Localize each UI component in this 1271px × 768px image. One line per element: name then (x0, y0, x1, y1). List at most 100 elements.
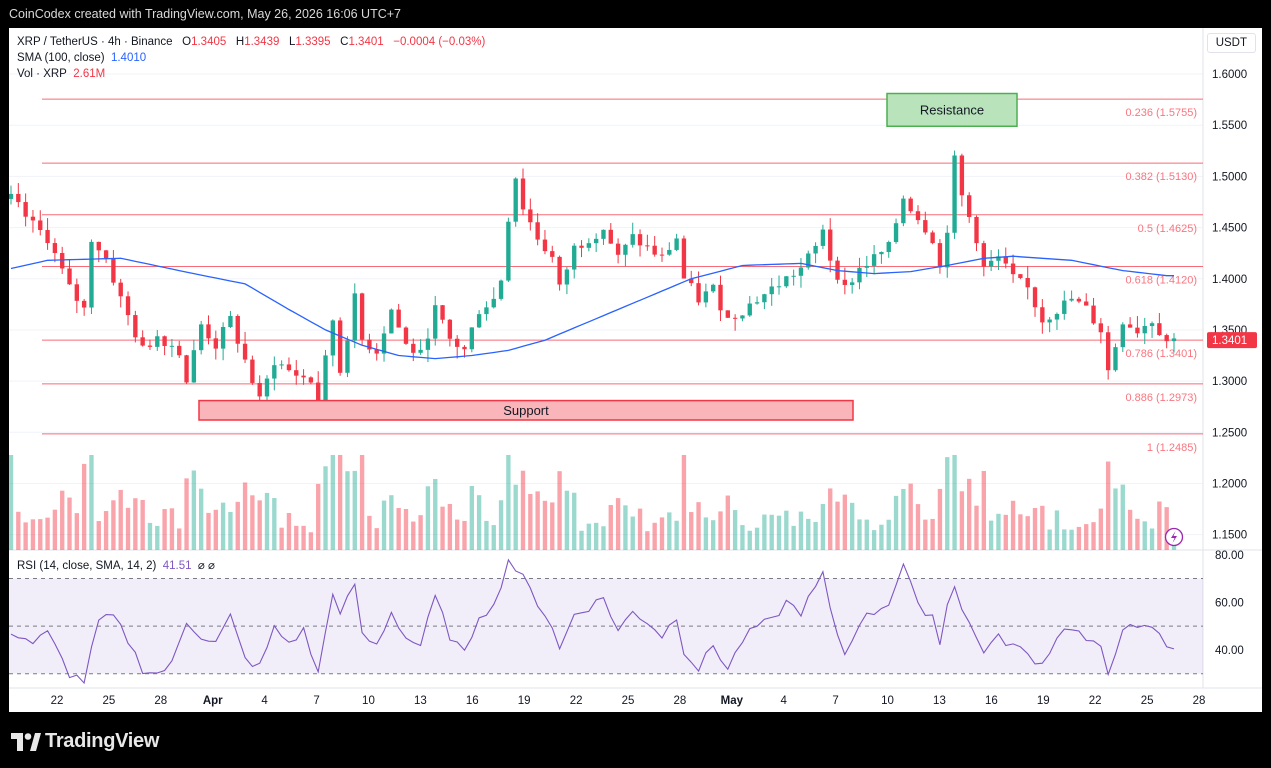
volume-bar (125, 507, 131, 550)
low-label: L (288, 36, 296, 48)
candle-body (374, 349, 379, 354)
candle (169, 339, 175, 358)
price-chart[interactable]: 0.236 (1.5755) 0.382 (1.5130) 0.5 (1.4625)… (9, 28, 1262, 712)
candle-body (849, 282, 855, 285)
volume-bar (257, 500, 262, 550)
candle-body (1105, 332, 1111, 371)
volume-bar (498, 500, 504, 550)
volume-bar (447, 503, 453, 550)
close-label: C (340, 36, 349, 48)
volume-bar (81, 463, 87, 550)
candle-body (528, 209, 533, 223)
candle (542, 229, 548, 255)
volume-bar (177, 528, 182, 550)
rsi-extra: ⌀ ⌀ (197, 560, 215, 572)
volume-bar (38, 519, 43, 550)
candle (952, 150, 957, 239)
volume-bar (147, 522, 153, 550)
last-price: 1.3401 (1207, 332, 1257, 349)
candle-body (147, 345, 153, 347)
axes: 1.60001.55001.50001.45001.40001.35001.30… (51, 69, 1248, 707)
candle-body (1098, 323, 1104, 333)
volume-bar (740, 525, 745, 550)
time-tick-label: 28 (674, 695, 687, 707)
candle (711, 283, 716, 294)
volume-bar (1113, 488, 1118, 550)
symbol-label[interactable]: XRP / TetherUS · 4h · Binance (17, 36, 173, 48)
candle (762, 293, 767, 310)
candle-body (337, 320, 343, 373)
volume-bar (923, 519, 928, 550)
candle-body (345, 340, 350, 373)
last-price-badge (1207, 332, 1257, 349)
volume-label[interactable]: Vol · XRP (17, 68, 67, 80)
candle-body (1076, 298, 1082, 302)
candle-body (513, 178, 518, 222)
candle-body (16, 193, 21, 203)
volume-bar (1091, 522, 1096, 550)
volume-bar (272, 498, 277, 550)
currency-selector[interactable]: USDT (1206, 33, 1256, 53)
candle (1069, 290, 1074, 302)
sma-path (10, 255, 1174, 360)
volume-bar (1135, 518, 1140, 550)
volume-bar (228, 511, 233, 550)
resistance-zone[interactable]: Resistance (886, 92, 1018, 128)
rsi-label[interactable]: RSI (14, close, SMA, 14, 2) (17, 560, 157, 572)
candle (754, 296, 760, 305)
candle (550, 245, 555, 263)
volume-bar (30, 519, 36, 550)
candle (155, 329, 160, 351)
volume-bar (220, 502, 226, 550)
candle (593, 233, 599, 253)
candle (103, 249, 109, 263)
volume-bar (52, 509, 58, 550)
sma-label[interactable]: SMA (100, close) (17, 52, 105, 64)
candle-body (125, 296, 131, 316)
candles[interactable] (9, 150, 1177, 414)
candle (403, 326, 409, 345)
fib-label: 0.618 (1.4120) (1125, 274, 1197, 286)
candle-body (754, 302, 760, 304)
volume-bar (981, 470, 987, 550)
volume-bar (359, 455, 365, 550)
candle (294, 360, 299, 385)
candle-body (447, 319, 453, 339)
candle-body (776, 286, 782, 288)
low-value: 1.3395 (295, 36, 331, 48)
candle-body (418, 349, 423, 353)
candle-body (1047, 319, 1052, 323)
candle-body (871, 254, 877, 266)
candle-body (60, 253, 65, 269)
volume-bar (652, 522, 657, 550)
zones[interactable]: Resistance Support (198, 92, 1018, 421)
candle-body (23, 202, 28, 217)
candle-body (659, 254, 665, 256)
candle-body (250, 359, 255, 383)
high-value: 1.3439 (244, 36, 280, 48)
support-zone[interactable]: Support (198, 399, 854, 421)
candle (1120, 322, 1125, 353)
volume-bar (572, 492, 577, 550)
candle (506, 217, 511, 282)
tradingview-logo[interactable]: TradingView (11, 730, 159, 753)
candle (396, 303, 401, 328)
candle (893, 218, 899, 244)
candle (1062, 290, 1067, 320)
candle (191, 339, 197, 383)
volume-bar (557, 471, 562, 550)
chart-frame[interactable]: 0.236 (1.5755) 0.382 (1.5130) 0.5 (1.4625)… (9, 28, 1262, 712)
volume-bar (776, 515, 782, 550)
candle (337, 317, 343, 376)
volume-bar (608, 505, 613, 550)
candle (1018, 274, 1023, 280)
candle-body (1010, 263, 1016, 275)
candle (491, 287, 496, 309)
candle (30, 210, 36, 233)
last-price-label: 1.3401 (1212, 335, 1247, 347)
zone-label: Resistance (920, 102, 984, 117)
candle-body (484, 307, 489, 315)
candle-body (1135, 327, 1140, 334)
time-tick-label: 4 (781, 695, 788, 707)
volume-bar (294, 525, 299, 550)
